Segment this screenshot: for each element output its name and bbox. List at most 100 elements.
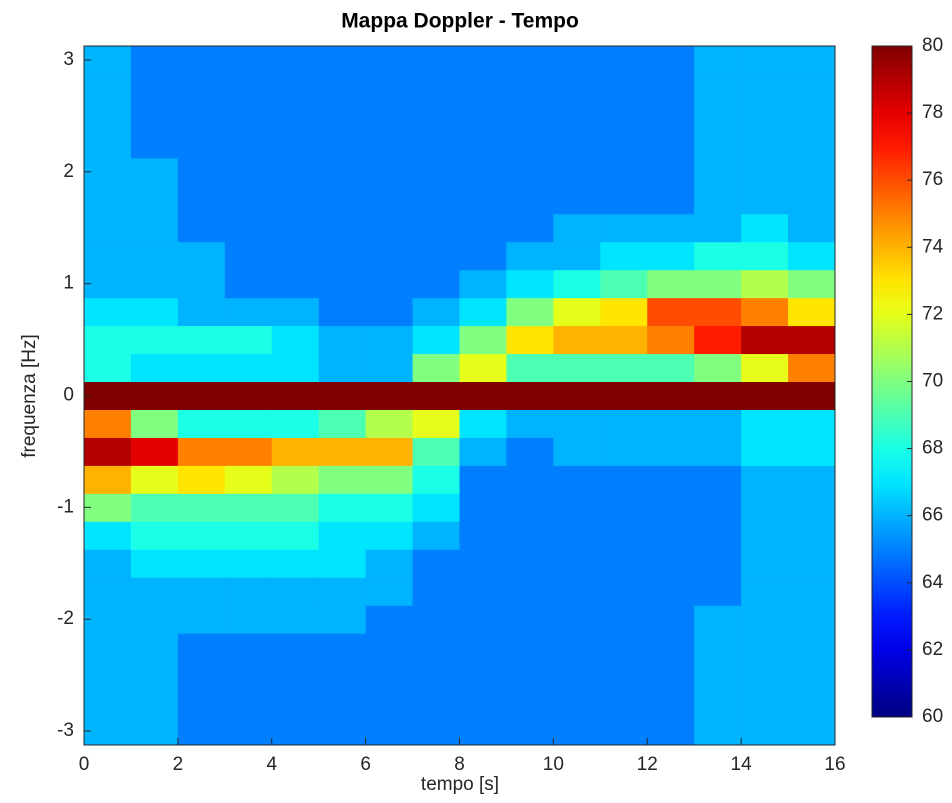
heatmap-cell — [365, 465, 414, 494]
heatmap-cell — [553, 661, 601, 690]
heatmap-cell — [365, 521, 414, 550]
heatmap-cell — [647, 185, 695, 215]
heatmap-cell — [130, 73, 179, 103]
heatmap-cell — [553, 689, 601, 718]
heatmap-cell — [459, 325, 507, 355]
heatmap-cell — [694, 46, 742, 75]
colorbar-tick-label: 70 — [922, 371, 943, 392]
heatmap-cell — [130, 185, 179, 215]
heatmap-cell — [365, 381, 414, 410]
heatmap-cell — [365, 213, 414, 243]
heatmap-cell — [365, 353, 414, 383]
heatmap-cell — [224, 297, 273, 327]
heatmap-cell — [600, 101, 648, 131]
heatmap-cell — [788, 353, 835, 383]
heatmap-cell — [506, 325, 554, 355]
heatmap-cell — [177, 409, 226, 438]
heatmap-cell — [224, 577, 273, 606]
y-tick-label: 1 — [63, 273, 74, 294]
heatmap-cell — [459, 521, 507, 550]
y-tick-label: 3 — [63, 49, 74, 70]
heatmap-cell — [84, 689, 132, 718]
heatmap-cell — [365, 129, 414, 159]
heatmap-cell — [647, 605, 695, 634]
heatmap-cell — [788, 521, 835, 550]
heatmap-cell — [741, 129, 789, 159]
heatmap-cell — [553, 633, 601, 662]
heatmap-cell — [130, 717, 179, 745]
heatmap-cell — [600, 549, 648, 578]
heatmap-cell — [788, 633, 835, 662]
heatmap-cell — [271, 297, 320, 327]
heatmap-cell — [553, 46, 601, 75]
heatmap-cell — [130, 297, 179, 327]
heatmap-cell — [600, 465, 648, 494]
colorbar-tick-label: 60 — [922, 706, 943, 727]
heatmap-cell — [600, 605, 648, 634]
heatmap-cell — [365, 46, 414, 75]
heatmap-cell — [647, 157, 695, 187]
heatmap-cell — [130, 633, 179, 662]
heatmap-cell — [318, 493, 367, 522]
heatmap-cell — [224, 493, 273, 522]
heatmap-cell — [694, 353, 742, 383]
heatmap-cell — [788, 269, 835, 299]
x-tick-label: 8 — [454, 754, 465, 775]
heatmap-cell — [130, 213, 179, 243]
heatmap-cell — [647, 689, 695, 718]
heatmap-cell — [600, 213, 648, 243]
heatmap-cell — [224, 549, 273, 578]
colorbar — [871, 45, 913, 718]
x-tick-label: 10 — [543, 754, 564, 775]
heatmap-cell — [271, 633, 320, 662]
heatmap-cell — [177, 325, 226, 355]
heatmap-cell — [647, 521, 695, 550]
heatmap-cell — [694, 549, 742, 578]
heatmap-cell — [459, 297, 507, 327]
heatmap-cell — [553, 381, 601, 410]
heatmap-cell — [84, 213, 132, 243]
heatmap-cell — [647, 241, 695, 271]
heatmap-cell — [741, 157, 789, 187]
heatmap-cell — [459, 73, 507, 103]
heatmap-cell — [694, 269, 742, 299]
heatmap-cell — [459, 213, 507, 243]
heatmap-cell — [412, 717, 460, 745]
heatmap-cell — [177, 381, 226, 410]
heatmap-cell — [741, 717, 789, 745]
heatmap-cell — [459, 269, 507, 299]
heatmap-cell — [553, 269, 601, 299]
heatmap-cell — [553, 213, 601, 243]
heatmap-cell — [412, 605, 460, 634]
heatmap-cell — [412, 101, 460, 131]
heatmap-cell — [553, 297, 601, 327]
heatmap-cell — [647, 465, 695, 494]
heatmap-cell — [506, 605, 554, 634]
heatmap-cell — [600, 129, 648, 159]
heatmap-cell — [224, 73, 273, 103]
heatmap-cell — [224, 353, 273, 383]
heatmap-cell — [741, 185, 789, 215]
heatmap-cell — [84, 381, 132, 410]
heatmap-cell — [788, 661, 835, 690]
heatmap-cell — [412, 633, 460, 662]
x-tick-label: 12 — [637, 754, 658, 775]
heatmap-cell — [694, 493, 742, 522]
heatmap-cell — [224, 213, 273, 243]
heatmap-cell — [84, 577, 132, 606]
heatmap-cell — [741, 101, 789, 131]
heatmap-cell — [553, 493, 601, 522]
heatmap-cell — [84, 73, 132, 103]
heatmap-cell — [365, 409, 414, 438]
heatmap-cell — [600, 381, 648, 410]
heatmap-cell — [459, 409, 507, 438]
heatmap-cell — [600, 353, 648, 383]
heatmap-cell — [224, 101, 273, 131]
heatmap-cell — [130, 101, 179, 131]
heatmap-cell — [130, 605, 179, 634]
heatmap-cell — [506, 521, 554, 550]
heatmap-cell — [600, 241, 648, 271]
heatmap-cell — [600, 577, 648, 606]
heatmap-cell — [271, 465, 320, 494]
heatmap-cell — [553, 549, 601, 578]
